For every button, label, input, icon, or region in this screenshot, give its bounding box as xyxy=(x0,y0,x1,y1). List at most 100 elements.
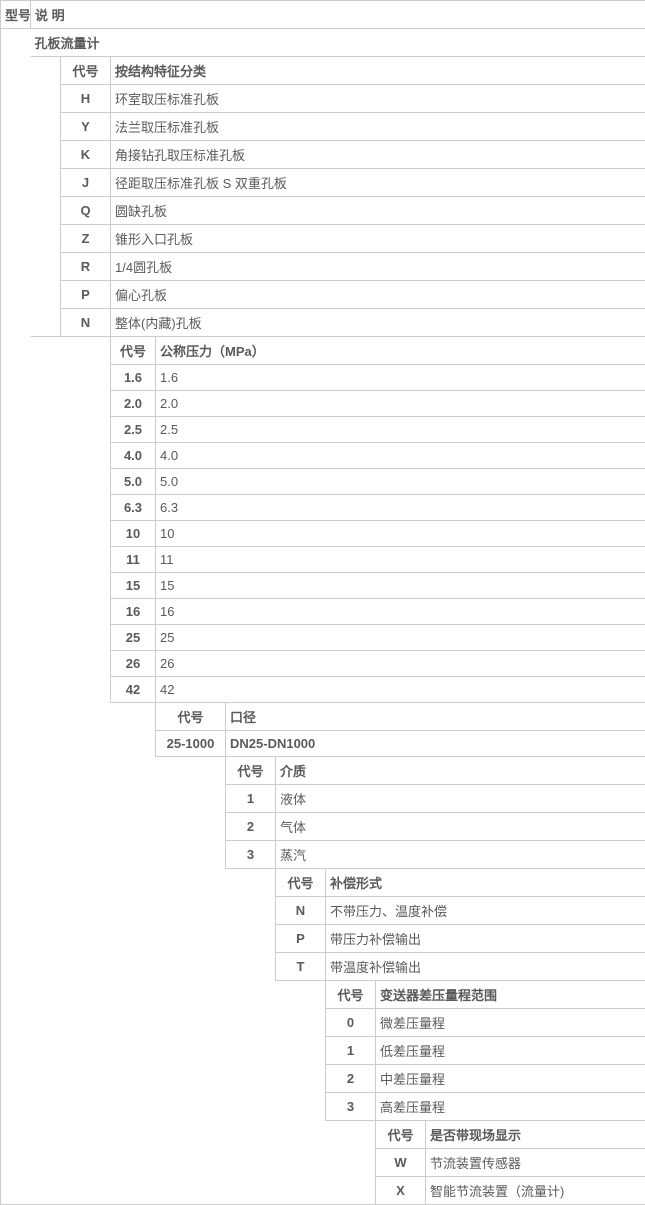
section4-header: 代号 介质 xyxy=(1,757,645,785)
sec4-desc-label: 介质 xyxy=(276,757,645,785)
sec7-desc-label: 是否带现场显示 xyxy=(426,1121,645,1149)
sec2-row: 2626 xyxy=(1,651,645,677)
sec4-code-label: 代号 xyxy=(226,757,276,785)
sec3-row: 25-1000DN25-DN1000 xyxy=(1,731,645,757)
sec1-code: H xyxy=(61,85,111,113)
sec1-desc: 偏心孔板 xyxy=(111,281,645,309)
sec1-desc-label: 按结构特征分类 xyxy=(111,57,645,85)
sec4-code: 1 xyxy=(226,785,276,813)
sec2-desc: 4.0 xyxy=(156,443,645,469)
sec5-code: P xyxy=(276,925,326,953)
sec6-row: 3高差压量程 xyxy=(1,1093,645,1121)
sec5-desc: 带温度补偿输出 xyxy=(326,953,645,981)
sec2-code: 11 xyxy=(111,547,156,573)
sec1-row: Q圆缺孔板 xyxy=(1,197,645,225)
sec2-code: 5.0 xyxy=(111,469,156,495)
sec5-row: N不带压力、温度补偿 xyxy=(1,897,645,925)
sec6-row: 0微差压量程 xyxy=(1,1009,645,1037)
sec5-code: N xyxy=(276,897,326,925)
sec2-code: 2.0 xyxy=(111,391,156,417)
sec1-row: Z锥形入口孔板 xyxy=(1,225,645,253)
sec1-desc: 圆缺孔板 xyxy=(111,197,645,225)
product-name: 孔板流量计 xyxy=(31,29,645,57)
sec6-code: 0 xyxy=(326,1009,376,1037)
sec5-desc-label: 补偿形式 xyxy=(326,869,645,897)
sec2-code: 6.3 xyxy=(111,495,156,521)
sec2-code: 42 xyxy=(111,677,156,703)
header-row: 型号 说 明 xyxy=(1,1,645,29)
sec1-desc: 法兰取压标准孔板 xyxy=(111,113,645,141)
sec2-row: 1.61.6 xyxy=(1,365,645,391)
sec7-row: X智能节流装置（流量计) xyxy=(1,1177,645,1205)
header-model: 型号 xyxy=(1,1,31,29)
sec2-row: 2.52.5 xyxy=(1,417,645,443)
sec2-row: 6.36.3 xyxy=(1,495,645,521)
sec7-code-label: 代号 xyxy=(376,1121,426,1149)
sec1-code: R xyxy=(61,253,111,281)
sec2-desc-label: 公称压力（MPa） xyxy=(156,337,645,365)
sec4-row: 2气体 xyxy=(1,813,645,841)
sec2-code: 26 xyxy=(111,651,156,677)
sec1-desc: 1/4圆孔板 xyxy=(111,253,645,281)
sec1-desc: 径距取压标准孔板 S 双重孔板 xyxy=(111,169,645,197)
sec2-desc: 25 xyxy=(156,625,645,651)
sec2-desc: 42 xyxy=(156,677,645,703)
sec1-desc: 整体(内藏)孔板 xyxy=(111,309,645,337)
sec1-code: Y xyxy=(61,113,111,141)
sec2-row: 1616 xyxy=(1,599,645,625)
sec1-code: N xyxy=(61,309,111,337)
sec2-row: 1515 xyxy=(1,573,645,599)
sec6-code: 1 xyxy=(326,1037,376,1065)
sec1-code: P xyxy=(61,281,111,309)
section3-header: 代号 口径 xyxy=(1,703,645,731)
sec1-row: N整体(内藏)孔板 xyxy=(1,309,645,337)
header-desc: 说 明 xyxy=(31,1,645,29)
sec1-row: P偏心孔板 xyxy=(1,281,645,309)
section2-header: 代号 公称压力（MPa） xyxy=(1,337,645,365)
sec2-code: 25 xyxy=(111,625,156,651)
section5-header: 代号 补偿形式 xyxy=(1,869,645,897)
sec6-desc: 微差压量程 xyxy=(376,1009,645,1037)
sec4-code: 2 xyxy=(226,813,276,841)
sec2-code: 1.6 xyxy=(111,365,156,391)
sec2-code: 4.0 xyxy=(111,443,156,469)
sec5-desc: 不带压力、温度补偿 xyxy=(326,897,645,925)
sec2-code: 2.5 xyxy=(111,417,156,443)
sec4-desc: 蒸汽 xyxy=(276,841,645,869)
sec2-desc: 6.3 xyxy=(156,495,645,521)
sec6-desc: 低差压量程 xyxy=(376,1037,645,1065)
sec1-code: Q xyxy=(61,197,111,225)
sec2-row: 4.04.0 xyxy=(1,443,645,469)
sec5-code: T xyxy=(276,953,326,981)
sec6-code: 2 xyxy=(326,1065,376,1093)
sec3-code-label: 代号 xyxy=(156,703,226,731)
sec2-desc: 16 xyxy=(156,599,645,625)
section1-header: 代号 按结构特征分类 xyxy=(1,57,645,85)
spec-table: 型号 说 明 孔板流量计 代号 按结构特征分类 H环室取压标准孔板 Y法兰取压标… xyxy=(0,0,645,1205)
sec6-row: 1低差压量程 xyxy=(1,1037,645,1065)
sec5-desc: 带压力补偿输出 xyxy=(326,925,645,953)
sec2-code: 10 xyxy=(111,521,156,547)
sec3-desc-label: 口径 xyxy=(226,703,645,731)
sec6-code: 3 xyxy=(326,1093,376,1121)
sec6-desc: 高差压量程 xyxy=(376,1093,645,1121)
sec6-code-label: 代号 xyxy=(326,981,376,1009)
sec1-row: H环室取压标准孔板 xyxy=(1,85,645,113)
sec4-desc: 气体 xyxy=(276,813,645,841)
sec6-row: 2中差压量程 xyxy=(1,1065,645,1093)
sec1-desc: 锥形入口孔板 xyxy=(111,225,645,253)
sec1-desc: 环室取压标准孔板 xyxy=(111,85,645,113)
sec5-row: P带压力补偿输出 xyxy=(1,925,645,953)
sec1-code: Z xyxy=(61,225,111,253)
sec2-code: 15 xyxy=(111,573,156,599)
sec1-code: J xyxy=(61,169,111,197)
sec2-desc: 5.0 xyxy=(156,469,645,495)
sec4-row: 1液体 xyxy=(1,785,645,813)
sec1-row: K角接钻孔取压标准孔板 xyxy=(1,141,645,169)
sec2-desc: 11 xyxy=(156,547,645,573)
section7-header: 代号 是否带现场显示 xyxy=(1,1121,645,1149)
sec2-desc: 26 xyxy=(156,651,645,677)
sec1-row: J径距取压标准孔板 S 双重孔板 xyxy=(1,169,645,197)
sec1-code-label: 代号 xyxy=(61,57,111,85)
sec2-row: 4242 xyxy=(1,677,645,703)
